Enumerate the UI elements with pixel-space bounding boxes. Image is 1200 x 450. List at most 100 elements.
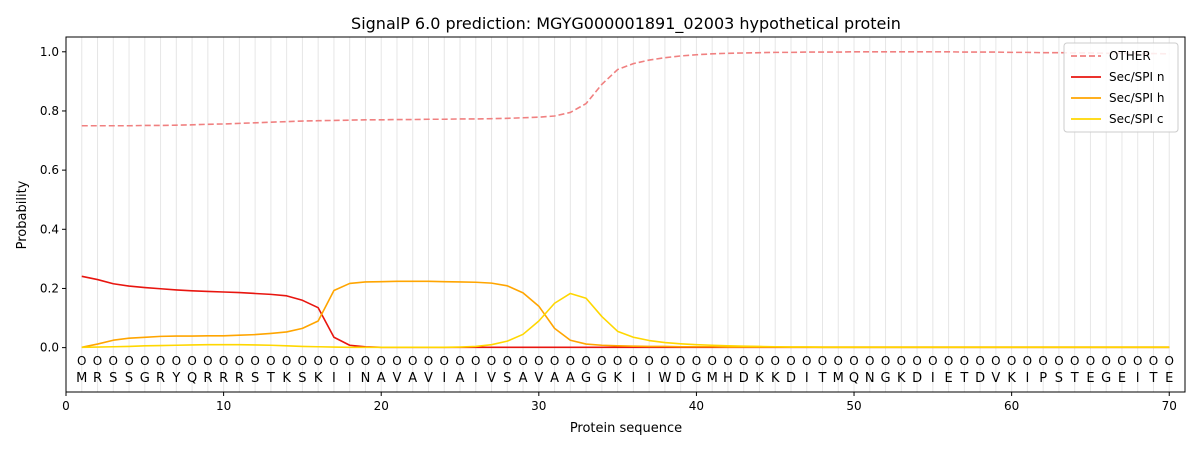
residue-label: E — [1118, 371, 1126, 386]
residue-label: K — [282, 371, 291, 386]
residue-label: G — [691, 371, 701, 386]
region-label: O — [802, 354, 811, 368]
region-label: O — [124, 354, 133, 368]
residue-label: K — [613, 371, 622, 386]
region-label: O — [408, 354, 417, 368]
residue-label: M — [76, 371, 87, 386]
y-tick-label: 0.2 — [40, 281, 59, 295]
residue-label: Q — [187, 371, 197, 386]
region-label: O — [723, 354, 732, 368]
residue-label: D — [975, 371, 985, 386]
x-tick-label: 10 — [216, 399, 231, 413]
series-layer — [81, 50, 1170, 349]
region-label: O — [770, 354, 779, 368]
residue-label: A — [408, 371, 417, 386]
residue-label: V — [424, 371, 433, 386]
region-label: O — [912, 354, 921, 368]
x-axis-label: Protein sequence — [570, 421, 682, 436]
residue-label: S — [125, 371, 133, 386]
residue-label: A — [519, 371, 528, 386]
region-label: O — [534, 354, 543, 368]
region-label: O — [581, 354, 590, 368]
region-label: O — [424, 354, 433, 368]
residue-label: E — [944, 371, 952, 386]
region-label: O — [928, 354, 937, 368]
residue-label: A — [550, 371, 559, 386]
region-label: O — [1117, 354, 1126, 368]
residue-label: D — [786, 371, 796, 386]
residue-label: K — [755, 371, 764, 386]
region-label: O — [235, 354, 244, 368]
legend-label: Sec/SPI h — [1109, 91, 1164, 105]
region-label: O — [629, 354, 638, 368]
residue-label: I — [442, 371, 446, 386]
legend-label: Sec/SPI c — [1109, 112, 1163, 126]
region-label: O — [660, 354, 669, 368]
residue-label: I — [474, 371, 478, 386]
region-label: O — [818, 354, 827, 368]
region-label: O — [881, 354, 890, 368]
region-label: O — [755, 354, 764, 368]
region-label: O — [597, 354, 606, 368]
residue-label: M — [707, 371, 718, 386]
x-tick-label: 20 — [374, 399, 389, 413]
region-label: O — [503, 354, 512, 368]
region-label: O — [471, 354, 480, 368]
residue-label: V — [393, 371, 402, 386]
region-label: O — [440, 354, 449, 368]
region-label: O — [1101, 354, 1110, 368]
x-tick-label: 40 — [689, 399, 704, 413]
region-label: O — [676, 354, 685, 368]
region-label: O — [298, 354, 307, 368]
region-label: O — [550, 354, 559, 368]
residue-label: T — [1149, 371, 1158, 386]
region-label: O — [187, 354, 196, 368]
y-tick-label: 1.0 — [40, 45, 59, 59]
region-label: O — [156, 354, 165, 368]
plot-frame — [65, 36, 1186, 393]
legend: OTHER Sec/SPI n Sec/SPI h Sec/SPI c — [1063, 42, 1179, 133]
residue-label: I — [1136, 371, 1140, 386]
y-tick-label: 0.8 — [40, 104, 59, 118]
region-label: O — [109, 354, 118, 368]
region-label: O — [219, 354, 228, 368]
residue-label: A — [377, 371, 386, 386]
residue-label: D — [739, 371, 749, 386]
residue-label: I — [647, 371, 651, 386]
region-label: O — [250, 354, 259, 368]
region-label: O — [1086, 354, 1095, 368]
residue-label: S — [298, 371, 306, 386]
region-label: O — [849, 354, 858, 368]
region-label: O — [1007, 354, 1016, 368]
residue-label: Y — [171, 371, 180, 386]
residue-label: K — [771, 371, 780, 386]
residue-label: I — [332, 371, 336, 386]
x-tick-label: 60 — [1004, 399, 1019, 413]
residue-label: Q — [849, 371, 859, 386]
region-label: O — [1149, 354, 1158, 368]
residue-label: M — [833, 371, 844, 386]
residue-label: A — [456, 371, 465, 386]
series-line — [81, 275, 1170, 349]
chart-title: SignalP 6.0 prediction: MGYG000001891_02… — [351, 14, 901, 34]
region-label: O — [834, 354, 843, 368]
residue-label: S — [109, 371, 117, 386]
residue-label: G — [140, 371, 150, 386]
x-tick-label: 70 — [1162, 399, 1177, 413]
region-label: O — [644, 354, 653, 368]
region-label: O — [77, 354, 86, 368]
region-label: O — [960, 354, 969, 368]
region-label: O — [392, 354, 401, 368]
region-label: O — [1023, 354, 1032, 368]
residue-label: D — [676, 371, 686, 386]
region-label: O — [140, 354, 149, 368]
region-label: O — [518, 354, 527, 368]
region-label: O — [282, 354, 291, 368]
region-label: O — [266, 354, 275, 368]
legend-label: OTHER — [1109, 49, 1151, 63]
residue-layer: OMOROSOSOGOROYOQOROROROSOTOKOSOKOIOIONOA… — [76, 354, 1174, 386]
grid-layer — [81, 37, 1170, 392]
residue-label: I — [931, 371, 935, 386]
residue-label: I — [805, 371, 809, 386]
